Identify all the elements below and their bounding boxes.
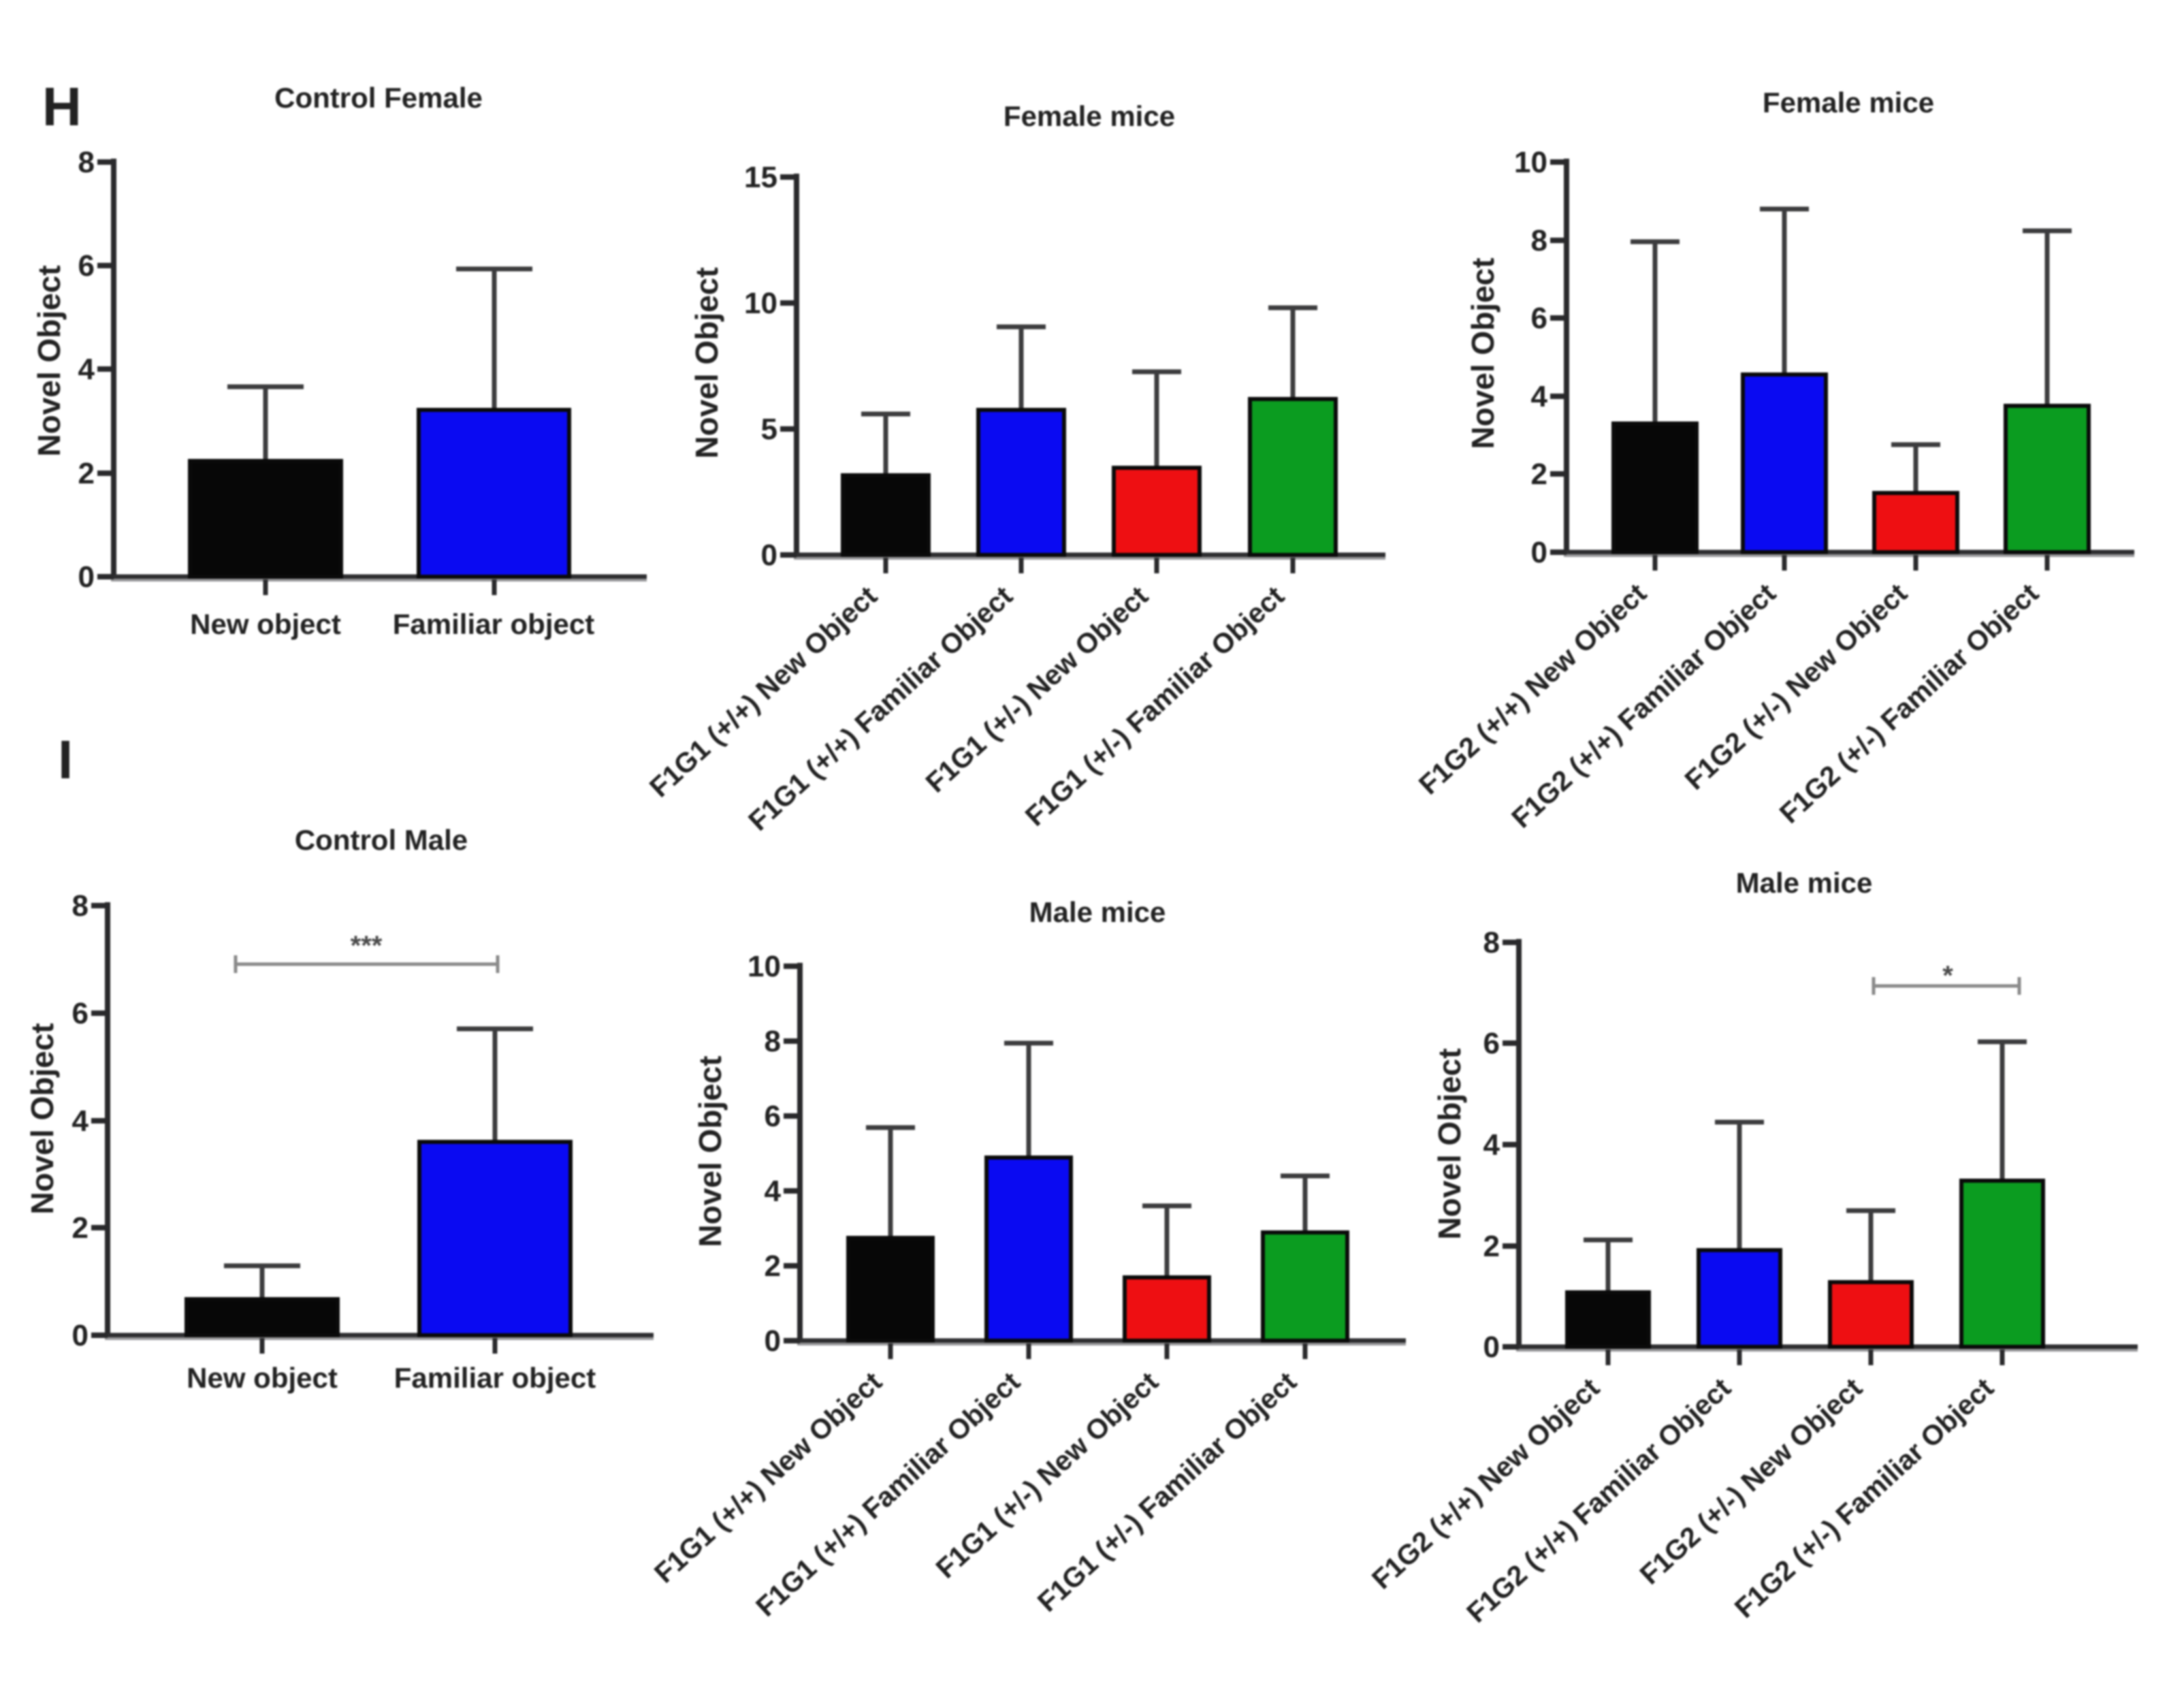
svg-text:Novel Object: Novel Object [689, 267, 724, 458]
svg-text:0: 0 [765, 1324, 781, 1358]
svg-text:***: *** [351, 931, 383, 961]
svg-text:6: 6 [765, 1100, 781, 1133]
svg-text:*: * [1942, 961, 1953, 991]
svg-text:2: 2 [1531, 458, 1547, 491]
svg-text:0: 0 [1531, 536, 1547, 569]
svg-text:Novel Object: Novel Object [25, 1023, 60, 1214]
svg-text:6: 6 [1483, 1027, 1500, 1060]
svg-text:2: 2 [1483, 1230, 1500, 1263]
svg-text:8: 8 [72, 889, 89, 923]
svg-text:Familiar object: Familiar object [393, 608, 594, 640]
svg-text:6: 6 [1531, 302, 1547, 335]
svg-text:8: 8 [765, 1025, 781, 1058]
svg-text:8: 8 [1483, 926, 1500, 959]
svg-text:Novel Object: Novel Object [31, 265, 67, 456]
svg-text:8: 8 [78, 146, 95, 179]
svg-text:0: 0 [72, 1319, 89, 1352]
svg-text:10: 10 [748, 950, 781, 983]
svg-text:10: 10 [744, 287, 777, 320]
svg-text:4: 4 [1531, 380, 1548, 413]
svg-text:I: I [58, 729, 73, 790]
svg-text:10: 10 [1514, 146, 1547, 179]
svg-text:Novel Object: Novel Object [1465, 257, 1500, 449]
svg-text:Female mice: Female mice [1763, 86, 1934, 118]
svg-text:8: 8 [1531, 224, 1547, 257]
svg-text:0: 0 [761, 539, 777, 572]
svg-text:New object: New object [190, 608, 341, 640]
svg-text:H: H [42, 76, 82, 137]
svg-text:4: 4 [1483, 1128, 1500, 1162]
svg-text:6: 6 [78, 249, 95, 283]
svg-text:2: 2 [72, 1211, 89, 1245]
svg-text:Male mice: Male mice [1736, 867, 1873, 899]
svg-text:Male mice: Male mice [1029, 896, 1166, 928]
svg-text:Control Male: Control Male [295, 824, 468, 856]
svg-text:6: 6 [72, 997, 89, 1030]
svg-text:New object: New object [187, 1362, 338, 1394]
svg-text:4: 4 [765, 1175, 782, 1208]
svg-text:4: 4 [72, 1104, 89, 1138]
svg-text:0: 0 [78, 560, 95, 594]
svg-text:5: 5 [761, 413, 777, 446]
svg-text:0: 0 [1483, 1330, 1500, 1364]
svg-text:Novel Object: Novel Object [692, 1055, 728, 1247]
svg-text:15: 15 [744, 161, 777, 194]
svg-text:Familiar object: Familiar object [394, 1362, 596, 1394]
svg-text:2: 2 [765, 1249, 781, 1283]
svg-text:Control Female: Control Female [274, 82, 483, 114]
svg-text:Female mice: Female mice [1003, 100, 1175, 132]
svg-text:Novel Object: Novel Object [1432, 1048, 1467, 1239]
svg-text:2: 2 [78, 457, 95, 490]
svg-text:4: 4 [78, 353, 95, 386]
